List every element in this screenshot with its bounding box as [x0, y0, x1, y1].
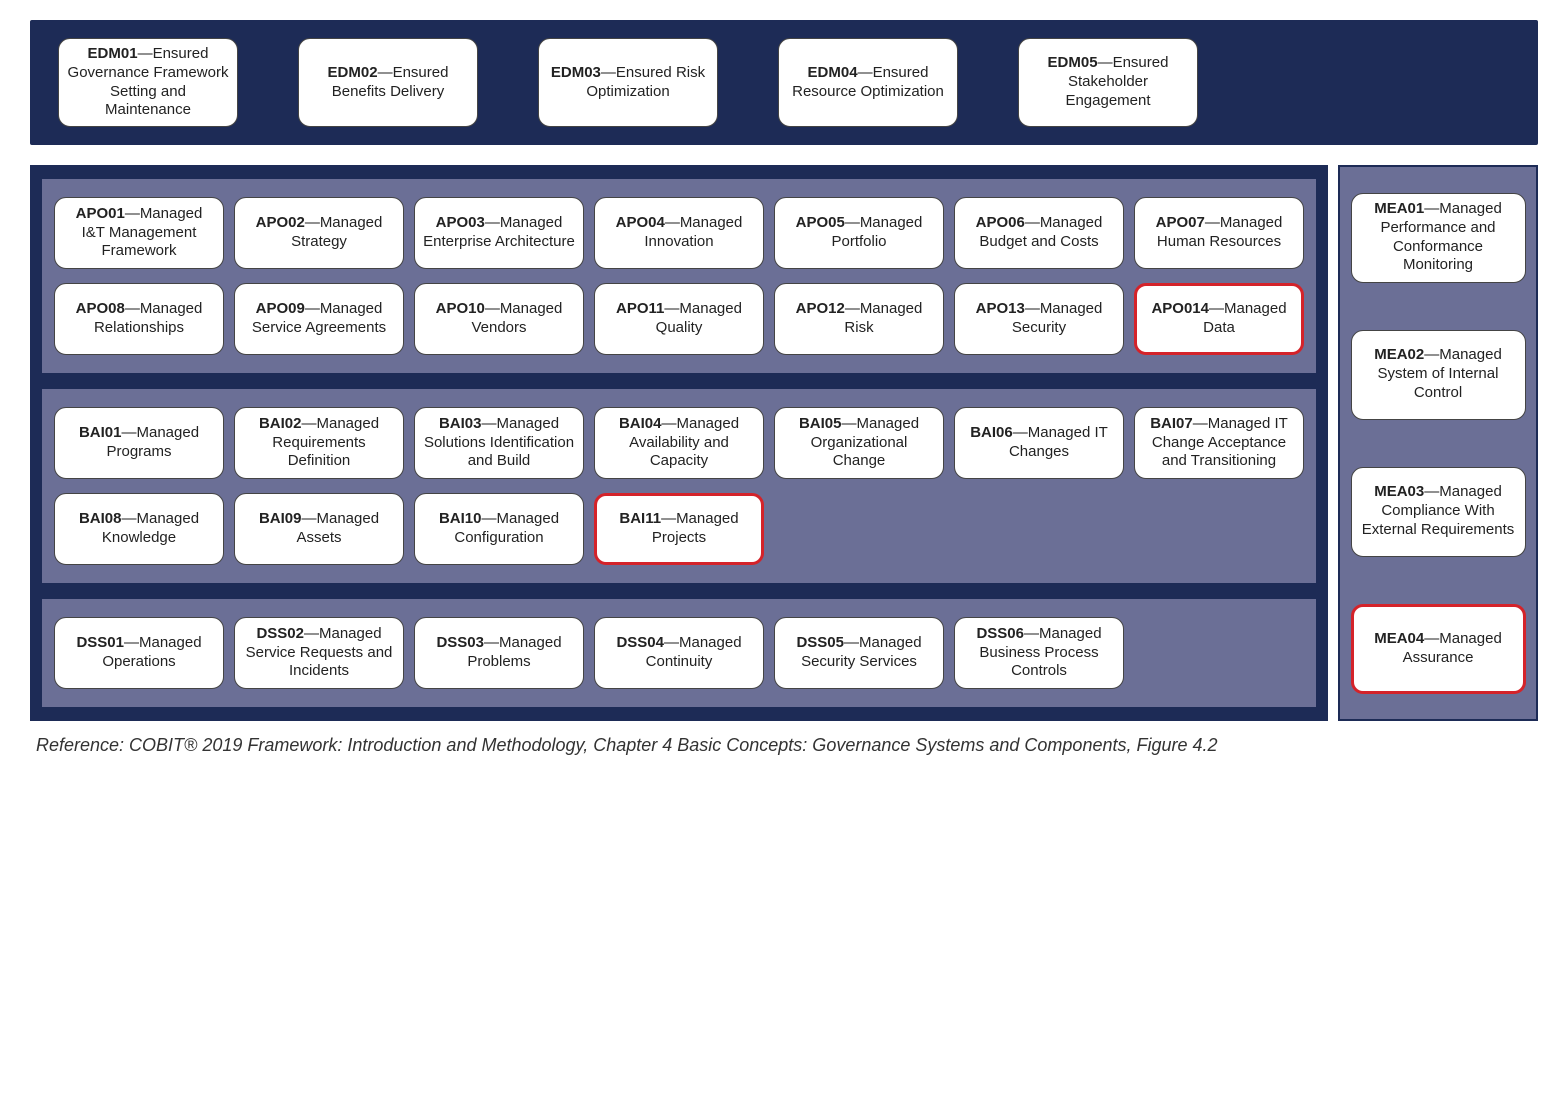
process-box-edm01: EDM01—Ensured Governance Framework Setti…: [58, 38, 238, 127]
process-box-bai07: BAI07—Managed IT Change Acceptance and T…: [1134, 407, 1304, 479]
process-box-apo01: APO01—Managed I&T Management Framework: [54, 197, 224, 269]
process-box-apo07: APO07—Managed Human Resources: [1134, 197, 1304, 269]
process-box-dss02: DSS02—Managed Service Requests and Incid…: [234, 617, 404, 689]
process-box-edm03: EDM03—Ensured Risk Optimization: [538, 38, 718, 127]
grid-row: BAI01—Managed ProgramsBAI02—Managed Requ…: [54, 407, 1304, 479]
process-box-bai11: BAI11—Managed Projects: [594, 493, 764, 565]
bai-section: BAI01—Managed ProgramsBAI02—Managed Requ…: [40, 387, 1318, 585]
process-box-bai09: BAI09—Managed Assets: [234, 493, 404, 565]
process-box-edm04: EDM04—Ensured Resource Optimization: [778, 38, 958, 127]
process-box-dss04: DSS04—Managed Continuity: [594, 617, 764, 689]
process-box-bai08: BAI08—Managed Knowledge: [54, 493, 224, 565]
process-box-apo11: APO11—Managed Quality: [594, 283, 764, 355]
process-box-edm02: EDM02—Ensured Benefits Delivery: [298, 38, 478, 127]
process-box-bai04: BAI04—Managed Availability and Capacity: [594, 407, 764, 479]
process-box-bai05: BAI05—Managed Organizational Change: [774, 407, 944, 479]
process-box-apo06: APO06—Managed Budget and Costs: [954, 197, 1124, 269]
grid-row: BAI08—Managed KnowledgeBAI09—Managed Ass…: [54, 493, 1304, 565]
process-box-dss01: DSS01—Managed Operations: [54, 617, 224, 689]
domain-body: APO01—Managed I&T Management FrameworkAP…: [30, 165, 1538, 721]
process-box-apo10: APO10—Managed Vendors: [414, 283, 584, 355]
process-box-apo03: APO03—Managed Enterprise Architecture: [414, 197, 584, 269]
grid-row: APO01—Managed I&T Management FrameworkAP…: [54, 197, 1304, 269]
process-box-apo014: APO014—Managed Data: [1134, 283, 1304, 355]
process-box-edm05: EDM05—Ensured Stakeholder Engagement: [1018, 38, 1198, 127]
left-column: APO01—Managed I&T Management FrameworkAP…: [30, 165, 1328, 721]
process-box-bai02: BAI02—Managed Requirements Definition: [234, 407, 404, 479]
process-box-apo04: APO04—Managed Innovation: [594, 197, 764, 269]
process-box-bai06: BAI06—Managed IT Changes: [954, 407, 1124, 479]
process-box-apo12: APO12—Managed Risk: [774, 283, 944, 355]
process-box-bai03: BAI03—Managed Solutions Identification a…: [414, 407, 584, 479]
grid-row: APO08—Managed RelationshipsAPO09—Managed…: [54, 283, 1304, 355]
process-box-dss05: DSS05—Managed Security Services: [774, 617, 944, 689]
process-box-dss06: DSS06—Managed Business Process Controls: [954, 617, 1124, 689]
mea-column: MEA01—Managed Performance and Conformanc…: [1338, 165, 1538, 721]
grid-row: DSS01—Managed OperationsDSS02—Managed Se…: [54, 617, 1304, 689]
process-box-mea01: MEA01—Managed Performance and Conformanc…: [1351, 193, 1526, 283]
process-box-mea03: MEA03—Managed Compliance With External R…: [1351, 467, 1526, 557]
process-box-apo08: APO08—Managed Relationships: [54, 283, 224, 355]
edm-band: EDM01—Ensured Governance Framework Setti…: [30, 20, 1538, 145]
process-box-apo13: APO13—Managed Security: [954, 283, 1124, 355]
process-box-apo05: APO05—Managed Portfolio: [774, 197, 944, 269]
process-box-dss03: DSS03—Managed Problems: [414, 617, 584, 689]
process-box-mea02: MEA02—Managed System of Internal Control: [1351, 330, 1526, 420]
process-box-apo02: APO02—Managed Strategy: [234, 197, 404, 269]
reference-caption: Reference: COBIT® 2019 Framework: Introd…: [30, 735, 1538, 756]
dss-section: DSS01—Managed OperationsDSS02—Managed Se…: [40, 597, 1318, 709]
process-box-bai10: BAI10—Managed Configuration: [414, 493, 584, 565]
process-box-apo09: APO09—Managed Service Agreements: [234, 283, 404, 355]
process-box-bai01: BAI01—Managed Programs: [54, 407, 224, 479]
apo-section: APO01—Managed I&T Management FrameworkAP…: [40, 177, 1318, 375]
process-box-mea04: MEA04—Managed Assurance: [1351, 604, 1526, 694]
cobit-framework-diagram: EDM01—Ensured Governance Framework Setti…: [30, 20, 1538, 756]
